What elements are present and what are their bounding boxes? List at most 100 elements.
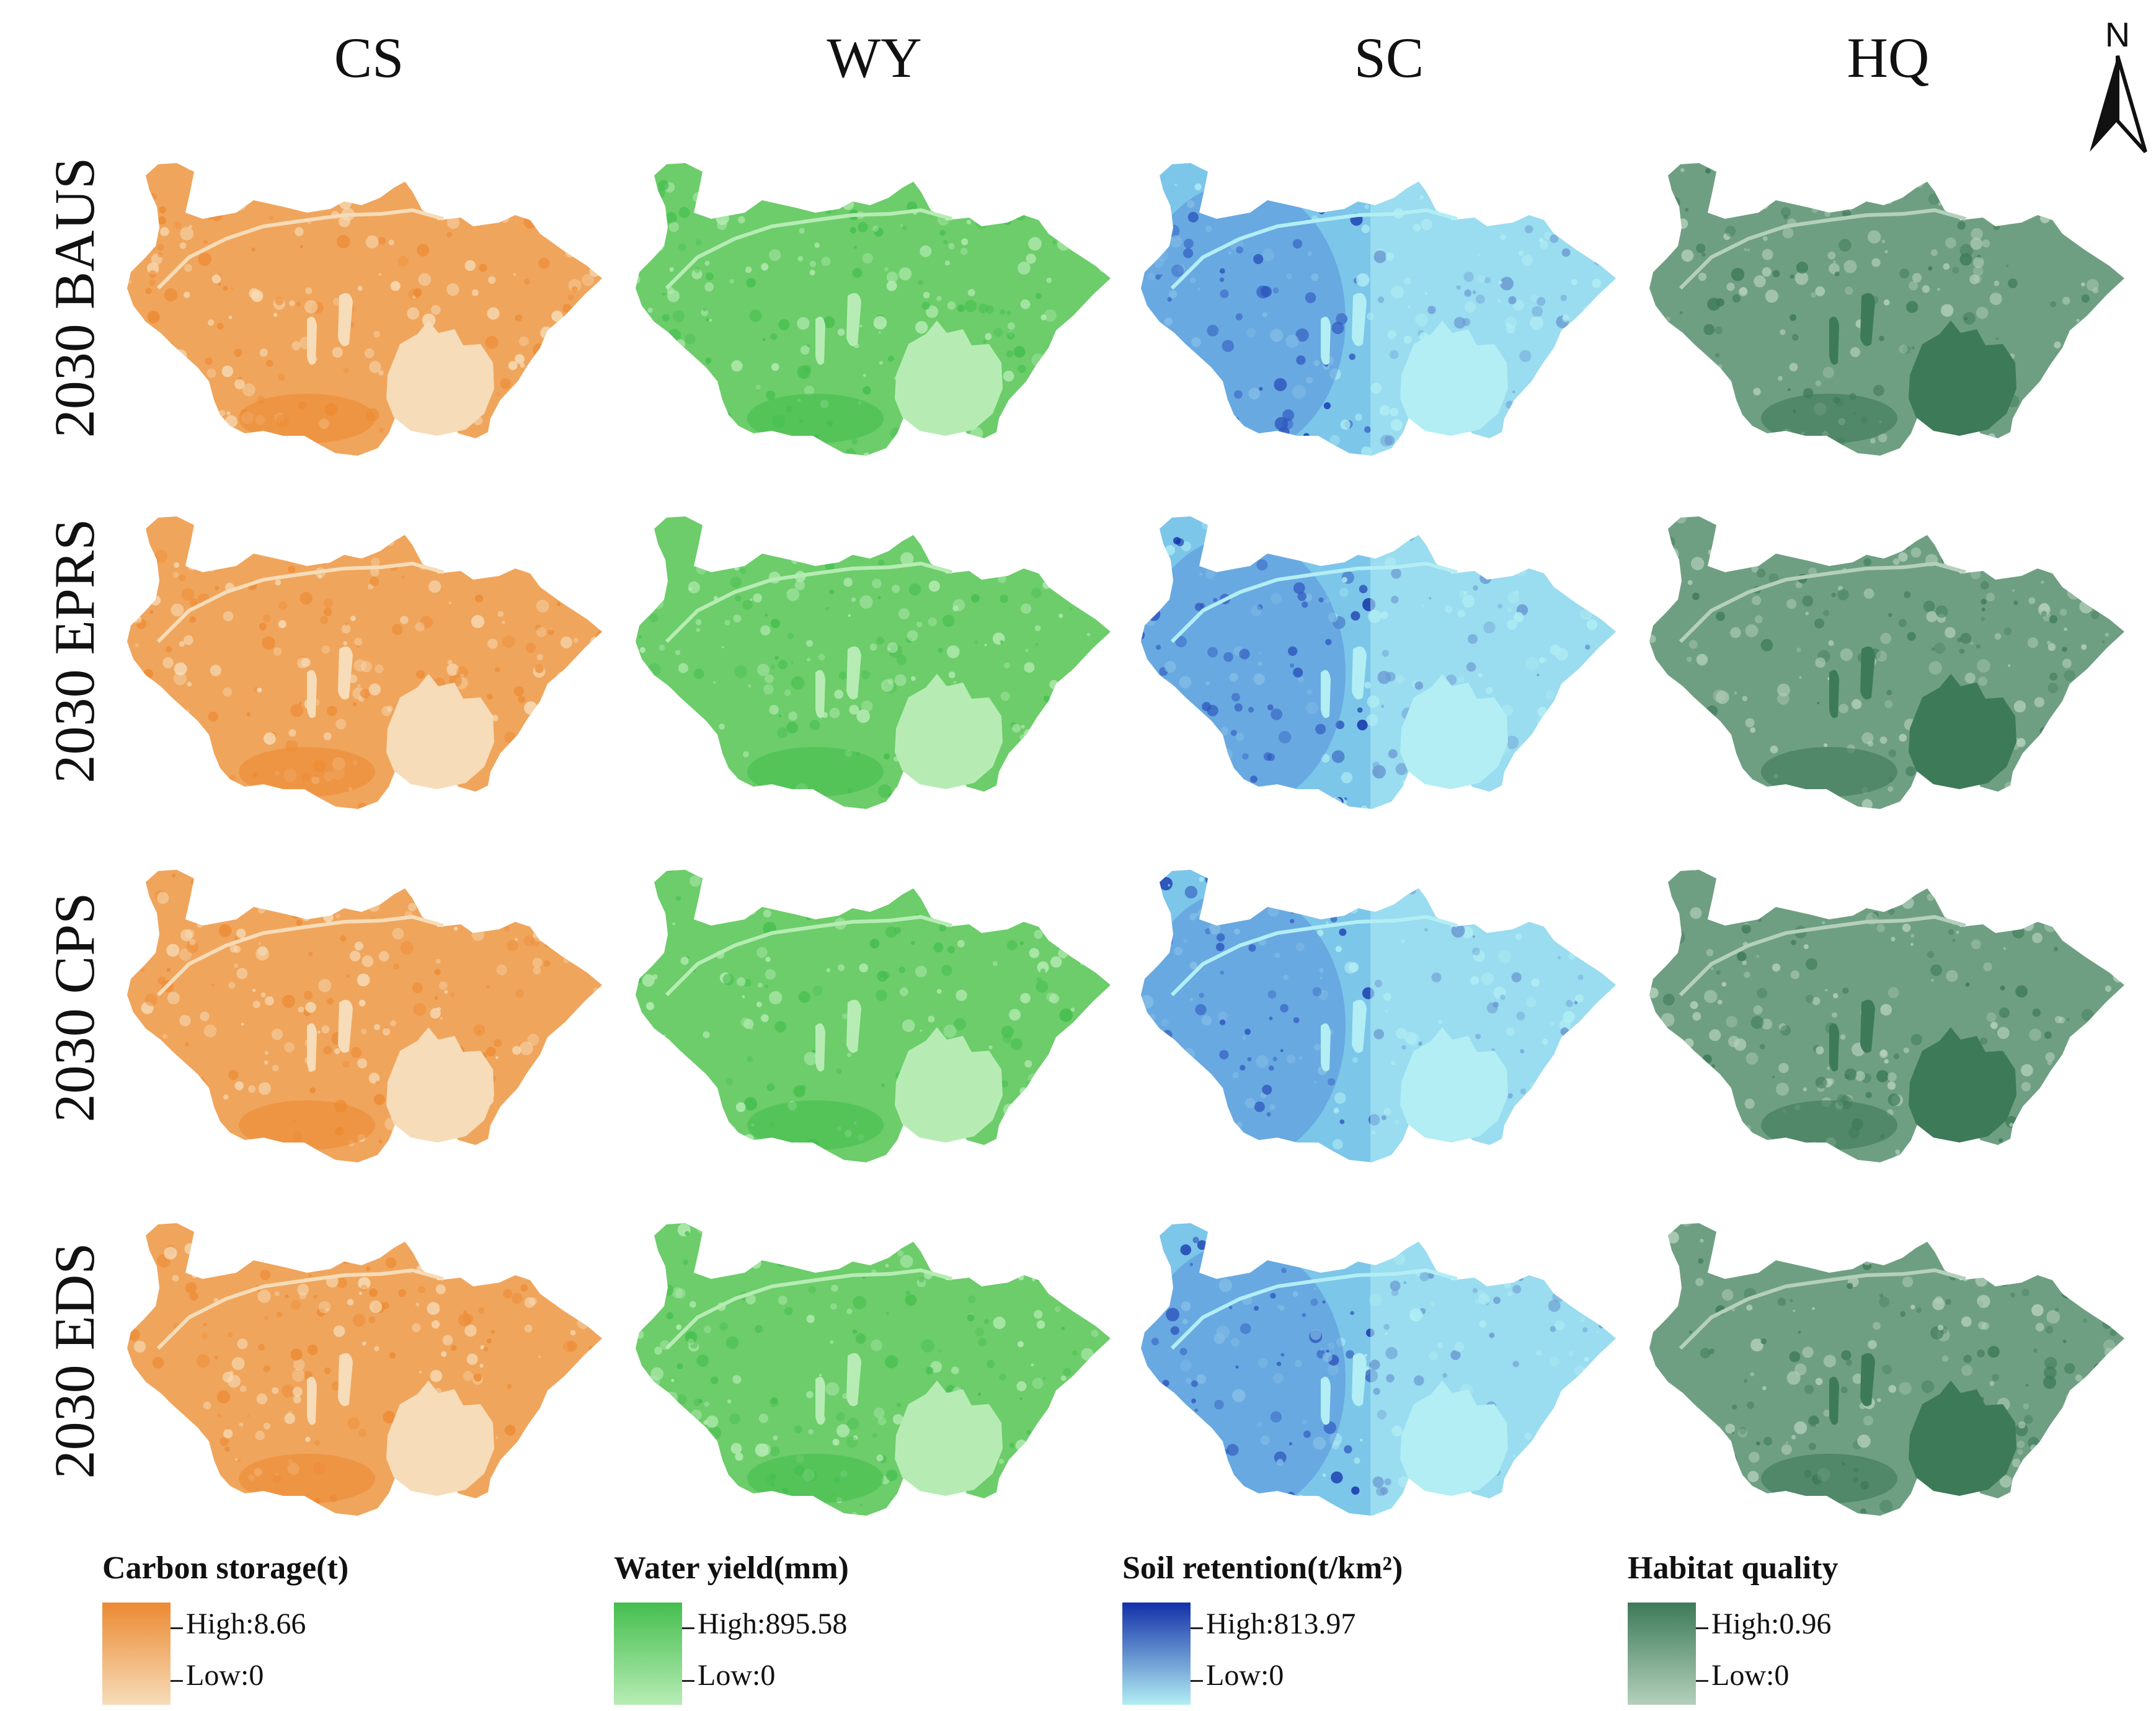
river-line — [156, 208, 444, 290]
map-wy-2030-eprs — [636, 516, 1111, 809]
water-body — [1321, 1376, 1331, 1425]
legend-low-label: Low:0 — [698, 1659, 776, 1692]
map-sc-2030-baus — [1141, 163, 1616, 456]
legend-low-label: Low:0 — [1206, 1659, 1284, 1692]
legend-tick — [1696, 1627, 1708, 1629]
map-wy-2030-baus — [636, 163, 1111, 456]
water-body — [1321, 670, 1331, 718]
river-line — [156, 1268, 444, 1350]
legend-tick — [1191, 1627, 1203, 1629]
water-body — [338, 1353, 353, 1407]
north-arrow-icon: N — [2090, 15, 2147, 154]
legend-title: Soil retention(t/km²) — [1122, 1550, 1403, 1586]
water-body — [307, 316, 317, 365]
legend-carbon-storage: Carbon storage(t) High:8.66 Low:0 — [102, 1550, 536, 1705]
map-hq-2030-baus — [1649, 163, 2124, 456]
map-cs-2030-baus — [127, 163, 602, 456]
legend-color-ramp — [614, 1603, 682, 1705]
water-body — [1321, 316, 1331, 365]
legend-habitat-quality: Habitat quality High:0.96 Low:0 — [1628, 1550, 2062, 1705]
water-body — [815, 1023, 825, 1072]
legend-high-label: High:895.58 — [698, 1607, 848, 1640]
river-line — [1679, 208, 1966, 290]
lake-area — [386, 674, 494, 789]
water-body — [1352, 293, 1367, 347]
river-line — [665, 561, 952, 643]
water-body — [307, 1023, 317, 1072]
water-body — [1352, 1353, 1367, 1407]
water-body — [1860, 293, 1875, 347]
map-cs-2030-eprs — [127, 516, 602, 809]
legend-soil-retention: Soil retention(t/km²) High:813.97 Low:0 — [1122, 1550, 1556, 1705]
legend-high-label: High:0.96 — [1711, 1607, 1832, 1640]
column-title-cs: CS — [334, 26, 404, 89]
river-line — [1170, 914, 1458, 997]
water-body — [846, 999, 861, 1053]
lake-area — [1400, 1381, 1508, 1496]
water-body — [338, 293, 353, 347]
row-label-eds: 2030 EDS — [43, 1242, 106, 1479]
lake-area — [1400, 1027, 1508, 1143]
legend-tick — [1191, 1680, 1203, 1682]
water-body — [307, 670, 317, 718]
lake-area — [1909, 1027, 2016, 1143]
column-title-sc: SC — [1354, 26, 1424, 89]
river-line — [1170, 561, 1458, 643]
lake-area — [895, 321, 1003, 436]
water-body — [1829, 316, 1839, 365]
map-hq-2030-cps — [1649, 870, 2124, 1162]
river-line — [156, 914, 444, 997]
map-sc-2030-eprs — [1141, 516, 1616, 809]
river-line — [665, 208, 952, 290]
map-wy-2030-cps — [636, 870, 1111, 1162]
legend-tick — [171, 1680, 183, 1682]
map-hq-2030-eprs — [1649, 516, 2124, 809]
legend-high-label: High:8.66 — [186, 1607, 306, 1640]
water-body — [338, 999, 353, 1053]
lake-area — [1909, 1381, 2016, 1496]
river-line — [1170, 208, 1458, 290]
column-title-wy: WY — [827, 26, 922, 89]
water-body — [307, 1376, 317, 1425]
river-line — [665, 914, 952, 997]
water-body — [1352, 646, 1367, 700]
lake-area — [386, 1027, 494, 1143]
water-body — [1321, 1023, 1331, 1072]
map-wy-2030-eds — [636, 1223, 1111, 1516]
legend-color-ramp — [102, 1603, 171, 1705]
legend-color-ramp — [1122, 1603, 1191, 1705]
lake-area — [895, 674, 1003, 789]
river-line — [1679, 561, 1966, 643]
water-body — [815, 1376, 825, 1425]
lake-area — [1400, 321, 1508, 436]
river-line — [1679, 1268, 1966, 1350]
water-body — [1829, 670, 1839, 718]
lake-area — [895, 1027, 1003, 1143]
water-body — [846, 646, 861, 700]
lake-area — [1909, 674, 2016, 789]
water-body — [846, 1353, 861, 1407]
legend-color-ramp — [1628, 1603, 1696, 1705]
legend-tick — [682, 1680, 694, 1682]
water-body — [1829, 1023, 1839, 1072]
legend-water-yield: Water yield(mm) High:895.58 Low:0 — [614, 1550, 1048, 1705]
legend-tick — [171, 1627, 183, 1629]
river-line — [665, 1268, 952, 1350]
water-body — [815, 316, 825, 365]
map-sc-2030-eds — [1141, 1223, 1616, 1516]
legend-tick — [682, 1627, 694, 1629]
north-arrow-label: N — [2105, 15, 2130, 54]
map-cs-2030-eds — [127, 1223, 602, 1516]
legend-tick — [1696, 1680, 1708, 1682]
legend-title: Carbon storage(t) — [102, 1550, 349, 1586]
legend-title: Habitat quality — [1628, 1550, 1839, 1586]
water-body — [846, 293, 861, 347]
water-body — [815, 670, 825, 718]
lake-area — [895, 1381, 1003, 1496]
legend-high-label: High:813.97 — [1206, 1607, 1356, 1640]
water-body — [1860, 1353, 1875, 1407]
map-sc-2030-cps — [1141, 870, 1616, 1162]
lake-area — [386, 1381, 494, 1496]
water-body — [1829, 1376, 1839, 1425]
